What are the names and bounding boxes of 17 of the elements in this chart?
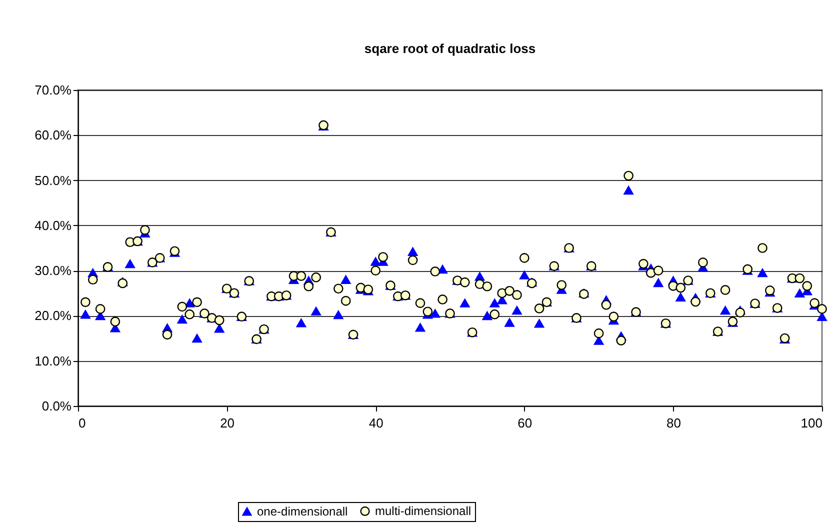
- x-tick-label: 0: [78, 416, 86, 430]
- x-tick-label: 60: [518, 416, 532, 430]
- y-tick-label: 10.0%: [34, 353, 72, 368]
- legend-label: one-dimensionall: [257, 504, 348, 518]
- y-tick-label: 30.0%: [34, 263, 72, 278]
- x-tick-label: 80: [666, 416, 681, 430]
- y-tick-label: 0.0%: [42, 398, 72, 414]
- y-tick-label: 70.0%: [34, 82, 72, 98]
- x-tick-label: 20: [220, 416, 235, 430]
- y-tick-label: 40.0%: [34, 218, 72, 233]
- y-tick-label: 50.0%: [34, 172, 72, 188]
- y-tick-label: 20.0%: [34, 308, 72, 324]
- legend-label: multi-dimensionall: [375, 504, 472, 518]
- chart-title: sqare root of quadratic loss: [364, 41, 536, 56]
- y-tick-label: 60.0%: [34, 128, 72, 143]
- x-tick-label: 40: [368, 416, 384, 430]
- x-tick-label: 100: [800, 416, 822, 430]
